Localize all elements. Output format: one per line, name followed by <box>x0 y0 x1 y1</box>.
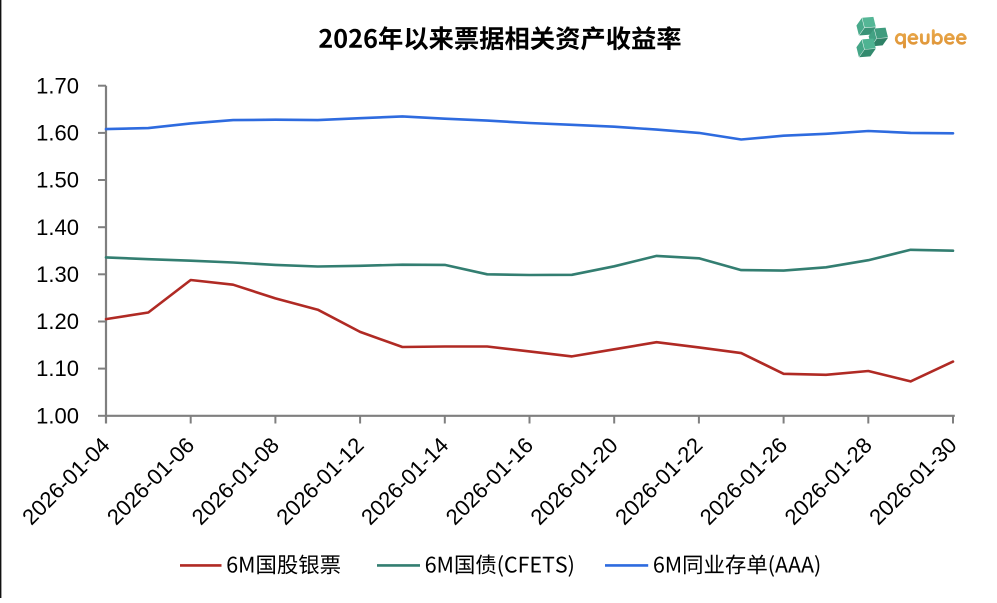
svg-text:1.60: 1.60 <box>36 121 79 146</box>
svg-text:1.00: 1.00 <box>36 403 79 428</box>
svg-text:1.50: 1.50 <box>36 168 79 193</box>
svg-text:1.10: 1.10 <box>36 356 79 381</box>
svg-text:1.70: 1.70 <box>36 73 79 98</box>
svg-text:1.20: 1.20 <box>36 309 79 334</box>
svg-text:1.40: 1.40 <box>36 215 79 240</box>
svg-text:1.30: 1.30 <box>36 262 79 287</box>
